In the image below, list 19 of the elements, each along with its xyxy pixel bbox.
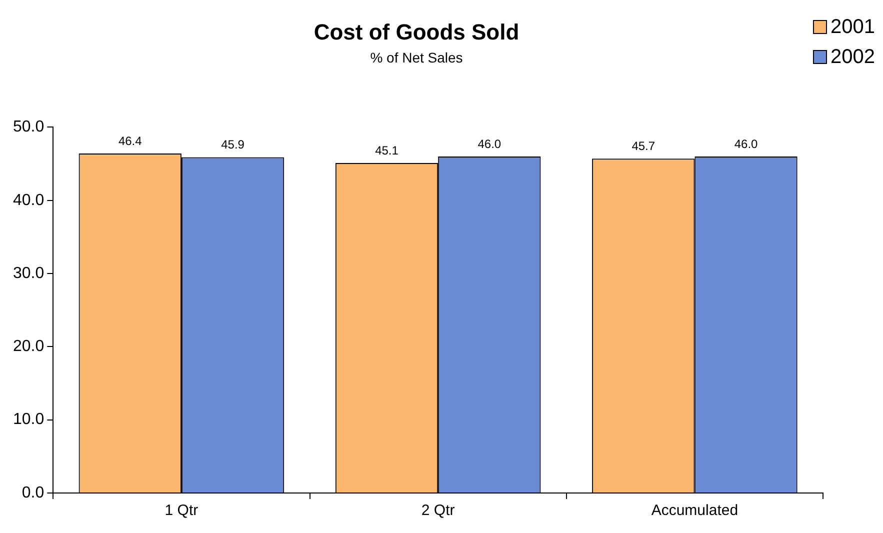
- data-label: 45.9: [221, 138, 245, 152]
- data-label: 46.0: [478, 136, 502, 151]
- y-tick-label: 40.0: [13, 192, 44, 209]
- x-tick-label: 2 Qtr: [421, 502, 455, 520]
- data-label: 45.1: [375, 143, 399, 158]
- y-tick-label: 30.0: [13, 264, 44, 282]
- x-tick-label: 1 Qtr: [164, 502, 198, 520]
- data-label: 45.7: [632, 138, 656, 153]
- y-tick-label: 50.0: [13, 118, 44, 136]
- legend-label: 2002: [830, 46, 875, 68]
- y-tick-label: 20.0: [13, 338, 44, 356]
- y-tick-label: 0.0: [22, 484, 44, 502]
- legend-label: 2001: [830, 16, 875, 38]
- data-label: 46.0: [734, 136, 758, 151]
- y-tick-label: 10.0: [13, 411, 44, 428]
- chart-title: Cost of Goods Sold: [314, 19, 520, 44]
- chart-subtitle: % of Net Sales: [370, 50, 463, 66]
- x-tick-label: Accumulated: [651, 502, 738, 520]
- data-label: 46.4: [118, 134, 142, 148]
